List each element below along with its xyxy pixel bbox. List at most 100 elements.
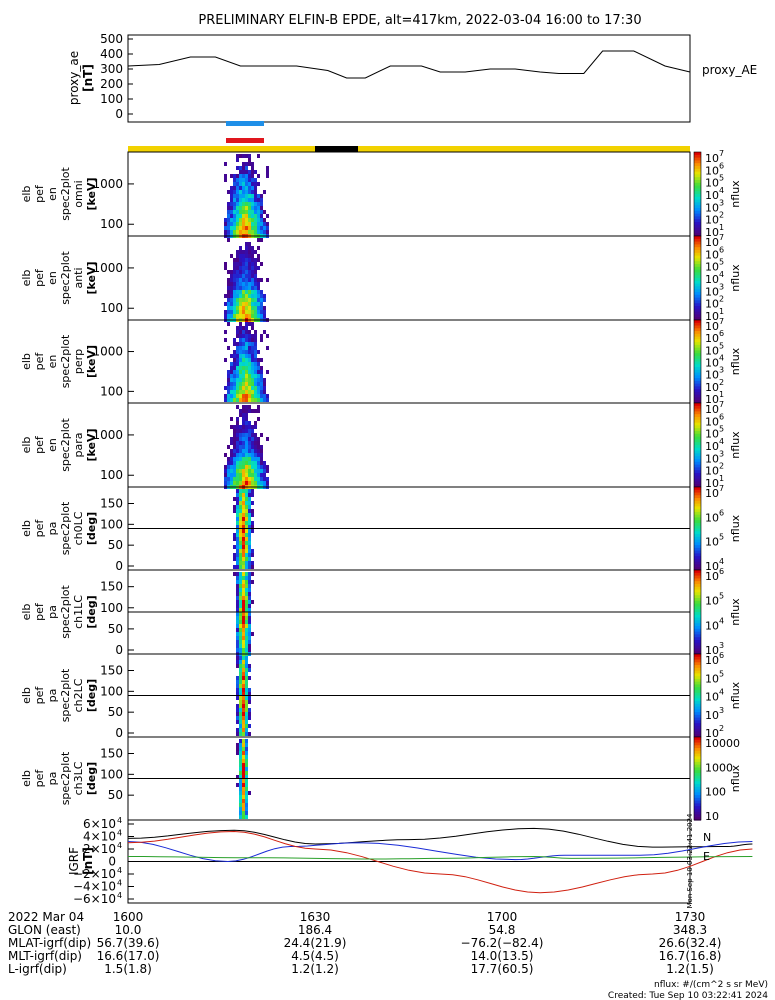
flux-cell (254, 386, 257, 390)
flux-cell (242, 266, 245, 270)
colorbar-segment (694, 656, 701, 661)
flux-cell (248, 596, 251, 600)
colorbar-segment (694, 380, 701, 385)
flux-cell (242, 282, 245, 286)
flux-cell (251, 314, 254, 318)
flux-cell (239, 545, 242, 549)
panel-ylabel-word: perp (72, 349, 85, 374)
flux-cell (233, 481, 236, 485)
flux-cell (239, 803, 242, 807)
flux-cell (251, 286, 254, 290)
flux-cell (239, 226, 242, 230)
flux-cell (254, 270, 257, 274)
panel-frame (127, 402, 691, 488)
flux-cell (260, 218, 263, 222)
flux-cell (242, 660, 245, 664)
panel-ylabel-word: pef (33, 686, 46, 705)
flux-cell (242, 342, 245, 346)
colorbar-tick-exp: 7 (719, 484, 724, 493)
flux-cell (239, 553, 242, 557)
igrf-ytick-exp: 4 (117, 829, 122, 838)
panel-ylabel-word: pef (33, 184, 46, 203)
flux-cell (239, 170, 242, 174)
flux-cell (245, 501, 248, 505)
flux-cell (245, 429, 248, 433)
state-bar-yellow (128, 146, 690, 152)
flux-cell (263, 469, 266, 473)
flux-cell (254, 314, 257, 318)
flux-cell (242, 724, 245, 728)
flux-cell (245, 811, 248, 815)
colorbar-segment (694, 770, 701, 774)
flux-cell (233, 178, 236, 182)
igrf-ytick: −2×10 (73, 867, 116, 881)
flux-cell (245, 716, 248, 720)
flux-cell (227, 282, 230, 286)
flux-cell (248, 636, 251, 640)
flux-cell (248, 246, 251, 250)
flux-cell (257, 238, 260, 242)
colorbar-segment (694, 405, 701, 410)
flux-cell (242, 557, 245, 561)
flux-cell (248, 612, 251, 616)
flux-cell (230, 390, 233, 394)
flux-cell (230, 362, 233, 366)
flux-cell (251, 166, 254, 170)
flux-cell (236, 346, 239, 350)
flux-cell (236, 390, 239, 394)
colorbar-segment (694, 196, 701, 201)
flux-cell (233, 537, 236, 541)
colorbar-segment (694, 314, 701, 318)
flux-cell (251, 465, 254, 469)
colorbar-tick: 10000 (705, 737, 740, 750)
flux-cell (242, 445, 245, 449)
colorbar-segment (694, 222, 701, 226)
flux-cell (233, 445, 236, 449)
flux-cell (248, 624, 251, 628)
colorbar-segment (694, 445, 701, 449)
flux-cell (227, 322, 230, 326)
flux-cell (257, 214, 260, 218)
colorbar-segment (694, 701, 701, 705)
flux-cell (257, 282, 260, 286)
colorbar-segment (694, 378, 701, 382)
flux-cell (245, 807, 248, 811)
flux-cell (245, 680, 248, 684)
flux-cell (233, 441, 236, 445)
flux-cell (254, 409, 257, 413)
colorbar-segment (694, 659, 701, 663)
flux-cell (242, 716, 245, 720)
flux-cell (248, 330, 251, 334)
flux-cell (239, 346, 242, 350)
colorbar-segment (694, 817, 701, 821)
flux-cell (239, 409, 242, 413)
colorbar-tick: 10 (705, 619, 719, 632)
flux-cell (224, 481, 227, 485)
colorbar-tick: 10 (705, 415, 719, 428)
flux-cell (242, 672, 245, 676)
flux-cell (224, 302, 227, 306)
flux-cell (239, 481, 242, 485)
flux-cell (242, 378, 245, 382)
flux-cell (260, 370, 263, 374)
flux-cell (236, 441, 239, 445)
time-axis-row-value: 54.8 (489, 923, 516, 937)
flux-cell (239, 354, 242, 358)
flux-cell (251, 370, 254, 374)
flux-cell (245, 644, 248, 648)
igrf-series-line (127, 830, 753, 894)
colorbar-segment (694, 670, 701, 674)
flux-cell (236, 584, 239, 588)
flux-cell (224, 310, 227, 314)
flux-cell (236, 178, 239, 182)
colorbar-segment (694, 442, 701, 446)
flux-cell (239, 624, 242, 628)
flux-cell (251, 290, 254, 294)
colorbar-tick: 10 (705, 465, 719, 478)
flux-cell (242, 457, 245, 461)
flux-cell (251, 457, 254, 461)
flux-cell (239, 660, 242, 664)
colorbar-segment (694, 289, 701, 293)
flux-cell (263, 481, 266, 485)
